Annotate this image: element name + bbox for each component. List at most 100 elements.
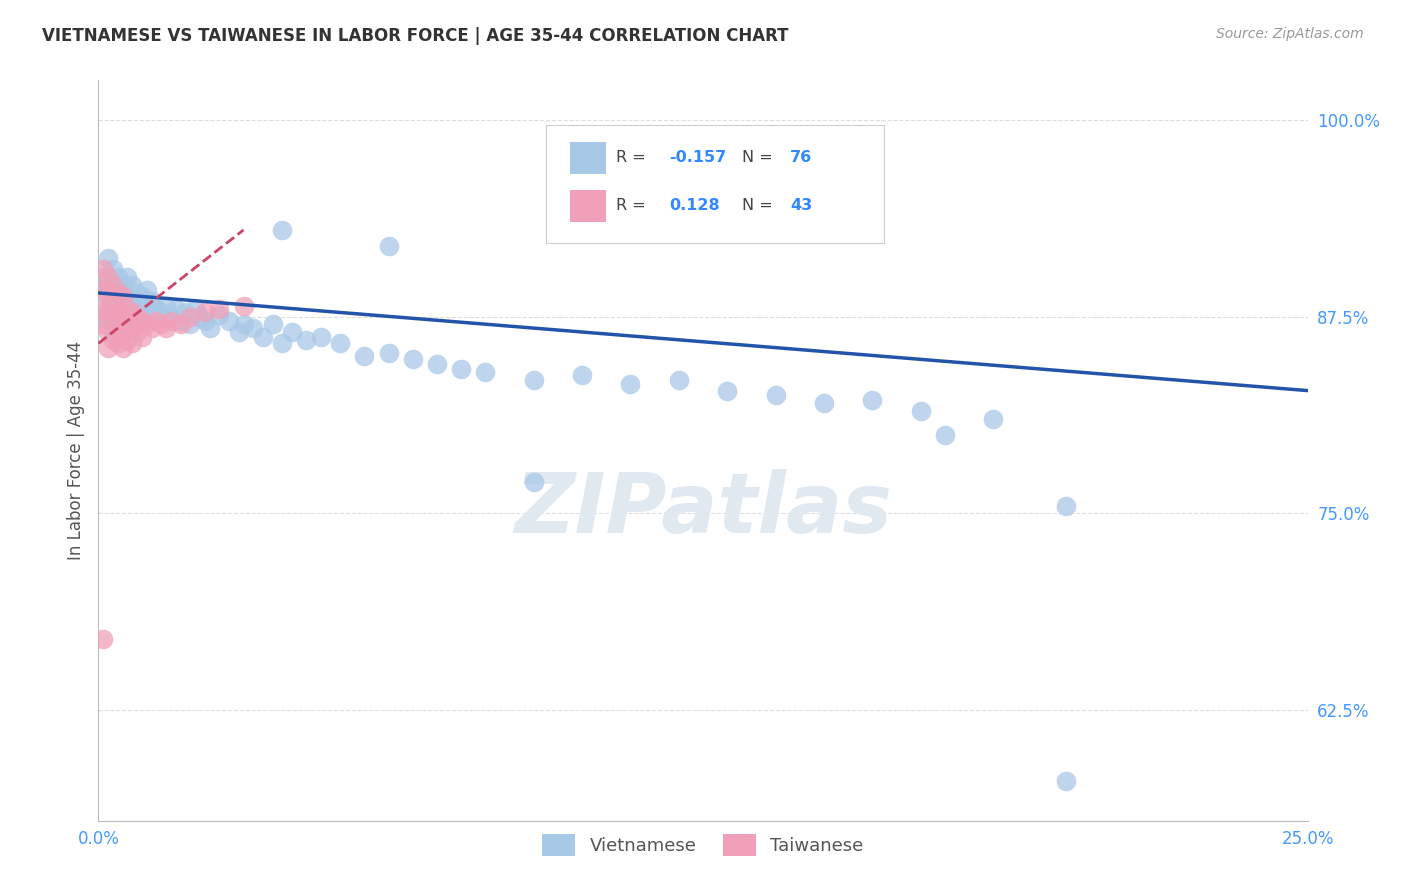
Point	[252, 330, 274, 344]
Point	[101, 333, 124, 347]
Point	[981, 412, 1004, 426]
Point	[281, 326, 304, 340]
Point	[353, 349, 375, 363]
Point	[97, 305, 120, 319]
Point	[910, 404, 932, 418]
Text: N =: N =	[742, 150, 778, 165]
Point	[813, 396, 835, 410]
Point	[218, 314, 240, 328]
Point	[934, 427, 956, 442]
Point	[160, 310, 183, 324]
Point	[111, 341, 134, 355]
Point	[107, 285, 129, 300]
Point	[107, 305, 129, 319]
Point	[101, 326, 124, 340]
Point	[111, 299, 134, 313]
Point	[91, 632, 114, 647]
Point	[426, 357, 449, 371]
Point	[194, 305, 217, 319]
Point	[131, 289, 153, 303]
Point	[101, 305, 124, 319]
Point	[198, 320, 221, 334]
Point	[107, 293, 129, 308]
Point	[111, 326, 134, 340]
Point	[97, 270, 120, 285]
Point	[101, 283, 124, 297]
Point	[377, 238, 399, 252]
Point	[377, 346, 399, 360]
Point	[716, 384, 738, 398]
Text: R =: R =	[616, 150, 651, 165]
Point	[117, 318, 139, 332]
Point	[450, 361, 472, 376]
Point	[101, 278, 124, 293]
Point	[150, 305, 173, 319]
Point	[91, 285, 114, 300]
Text: 76: 76	[790, 150, 813, 165]
Point	[131, 314, 153, 328]
Point	[1054, 774, 1077, 789]
Point	[135, 318, 157, 332]
Point	[179, 310, 201, 324]
Point	[155, 320, 177, 334]
Point	[169, 314, 191, 328]
Point	[160, 314, 183, 328]
Point	[97, 301, 120, 316]
Point	[141, 320, 163, 334]
Point	[97, 252, 120, 266]
Point	[121, 336, 143, 351]
Point	[169, 318, 191, 332]
Point	[121, 299, 143, 313]
Point	[232, 318, 254, 332]
Point	[97, 326, 120, 340]
Point	[101, 262, 124, 277]
Point	[91, 301, 114, 316]
Point	[262, 318, 284, 332]
Point	[145, 314, 167, 328]
Point	[208, 308, 231, 322]
Text: R =: R =	[616, 198, 651, 213]
Point	[208, 301, 231, 316]
Point	[127, 305, 149, 319]
Text: 43: 43	[790, 198, 813, 213]
Point	[91, 262, 114, 277]
Point	[121, 278, 143, 293]
Point	[127, 285, 149, 300]
Point	[242, 320, 264, 334]
Point	[131, 310, 153, 324]
Point	[117, 301, 139, 316]
Point	[91, 270, 114, 285]
Point	[228, 326, 250, 340]
Text: -0.157: -0.157	[669, 150, 727, 165]
Point	[107, 320, 129, 334]
Text: 0.128: 0.128	[669, 198, 720, 213]
Point	[117, 289, 139, 303]
Point	[188, 310, 211, 324]
Point	[101, 314, 124, 328]
Point	[179, 318, 201, 332]
Point	[97, 278, 120, 293]
Point	[1054, 499, 1077, 513]
Point	[135, 301, 157, 316]
Point	[165, 301, 187, 316]
Bar	[569, 190, 606, 222]
Point	[131, 330, 153, 344]
Point	[523, 475, 546, 489]
Point	[117, 270, 139, 285]
Point	[117, 310, 139, 324]
Point	[117, 333, 139, 347]
Point	[184, 301, 207, 316]
Point	[107, 314, 129, 328]
Point	[309, 330, 332, 344]
Point	[141, 293, 163, 308]
Text: VIETNAMESE VS TAIWANESE IN LABOR FORCE | AGE 35-44 CORRELATION CHART: VIETNAMESE VS TAIWANESE IN LABOR FORCE |…	[42, 27, 789, 45]
Point	[121, 320, 143, 334]
Point	[474, 365, 496, 379]
Point	[329, 336, 352, 351]
Text: Source: ZipAtlas.com: Source: ZipAtlas.com	[1216, 27, 1364, 41]
Point	[101, 299, 124, 313]
FancyBboxPatch shape	[546, 125, 884, 244]
Point	[271, 336, 294, 351]
Point	[121, 305, 143, 319]
Point	[765, 388, 787, 402]
